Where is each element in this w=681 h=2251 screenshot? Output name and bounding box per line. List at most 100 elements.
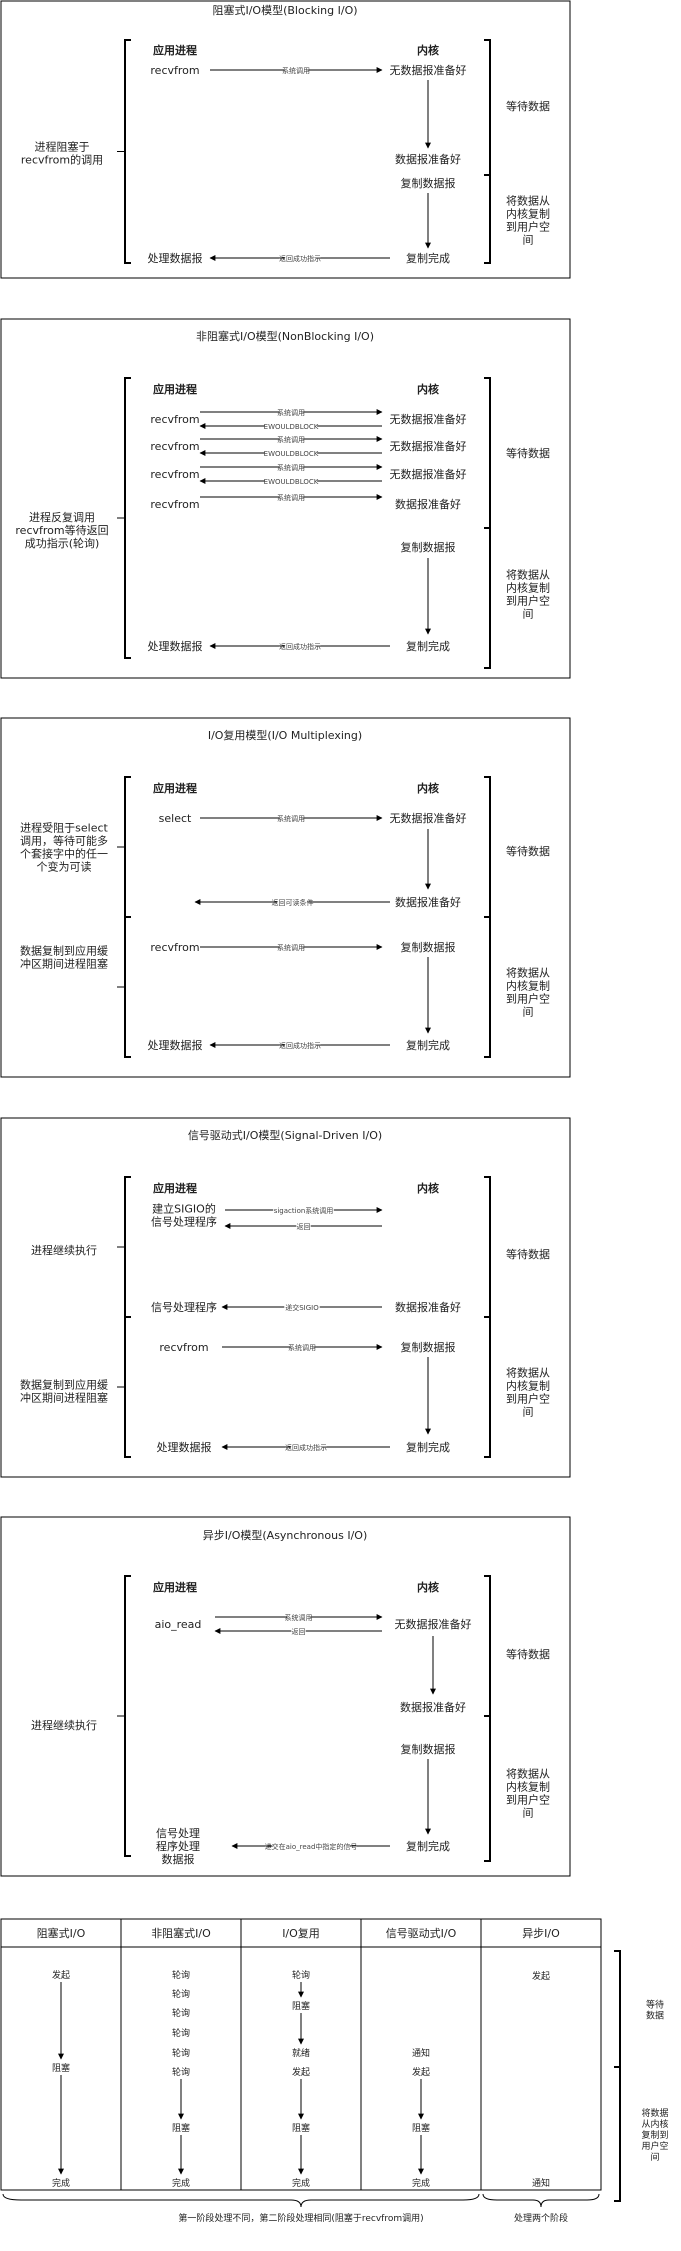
left-bracket-select [124, 776, 131, 918]
comparison-header-2: 非阻塞式I/O [151, 1926, 211, 1940]
app-recvfrom-mux: recvfrom [150, 941, 199, 954]
note-copy-block-signal: 数据复制到应用缓冲区期间进程阻塞 [20, 1378, 108, 1405]
sigaction-call-label-bg [273, 1206, 334, 1214]
kernel-no-data-mux: 无数据报准备好 [390, 811, 467, 825]
app-setup-sigio: 建立SIGIO的信号处理程序 [151, 1202, 217, 1229]
syscall-recvfrom-mux-label: 系统调用 [277, 943, 305, 952]
comparison-header-4: 信号驱动式I/O [386, 1927, 457, 1940]
return-success-signal-label-bg [290, 1443, 322, 1451]
return-success-mux-label-bg [284, 1041, 316, 1049]
col-blocking-item-1: 发起 [52, 1969, 70, 1981]
col-signal-item-1: 通知 [412, 2047, 430, 2059]
footer-brace-left [2, 2193, 480, 2208]
note-copy-to-user-mux: 将数据从内核复制到用户空间 [506, 966, 550, 1019]
kernel-copy-data-nb: 复制数据报 [401, 540, 456, 554]
comparison-note-copy: 将数据从内核复制到用户空间 [641, 2107, 668, 2163]
comparison-header-3: I/O复用 [282, 1926, 320, 1940]
ewouldblock-2-label-bg [264, 449, 318, 457]
kernel-data-ready-async: 数据报准备好 [400, 1700, 466, 1714]
title-async: 异步I/O模型(Asynchronous I/O) [203, 1528, 367, 1542]
right-bracket-wait-signal [484, 1176, 491, 1318]
kernel-copy-data-signal: 复制数据报 [401, 1340, 456, 1354]
left-bracket-nonblocking [124, 377, 131, 659]
left-bracket-continue [124, 1176, 131, 1318]
left-bracket-async [124, 1575, 131, 1857]
app-recvfrom-3: recvfrom [150, 468, 199, 481]
kernel-no-data: 无数据报准备好 [390, 63, 467, 77]
kernel-copy-done-async: 复制完成 [406, 1839, 450, 1853]
col-multiplexing-item-1: 轮询 [292, 1969, 310, 1981]
return-blocking-label: 返回成功指示 [279, 254, 321, 263]
app-recvfrom-4: recvfrom [150, 498, 199, 511]
app-recvfrom-signal: recvfrom [159, 1341, 208, 1354]
note-continue: 进程继续执行 [31, 1243, 97, 1257]
title-nonblocking: 非阻塞式I/O模型(NonBlocking I/O) [196, 329, 374, 343]
note-copy-to-user-async: 将数据从内核复制到用户空间 [506, 1767, 550, 1820]
col-blocking-item-2: 阻塞 [52, 2062, 70, 2074]
comparison-header-1: 阻塞式I/O [37, 1926, 86, 1940]
note-wait-data-async: 等待数据 [506, 1647, 550, 1661]
note-copy-block: 数据复制到应用缓冲区期间进程阻塞 [20, 944, 108, 971]
right-bracket-wait-nb [484, 377, 491, 529]
ewouldblock-3-label: EWOULDBLOCK [264, 478, 319, 486]
note-wait-data: 等待数据 [506, 99, 550, 113]
syscall-blocking-label: 系统调用 [282, 66, 310, 75]
note-wait-data-signal: 等待数据 [506, 1247, 550, 1261]
col-nonblocking-item-5: 轮询 [172, 2047, 190, 2059]
col-nonblocking-item-6: 轮询 [172, 2066, 190, 2078]
app-process-datagram-mux: 处理数据报 [148, 1038, 203, 1052]
app-process-datagram: 处理数据报 [148, 251, 203, 265]
col-nonblocking-item-4: 轮询 [172, 2027, 190, 2039]
left-bracket-blocking [124, 39, 131, 264]
kernel-header-nonblocking: 内核 [417, 382, 439, 396]
footer-brace-right [482, 2193, 600, 2208]
comparison-table [0, 1918, 602, 2191]
app-header-async: 应用进程 [153, 1580, 197, 1594]
syscall-select-label-bg [279, 814, 303, 822]
kernel-state-1: 无数据报准备好 [390, 412, 467, 426]
aio-return-label: 返回 [292, 1628, 306, 1636]
syscall-nb-1-label-bg [279, 408, 303, 416]
sigaction-call-label: sigaction系统调用 [274, 1206, 334, 1215]
app-aio-read: aio_read [155, 1618, 202, 1631]
return-blocking-label-bg [284, 254, 316, 262]
app-header-mux: 应用进程 [153, 781, 197, 795]
kernel-header-blocking: 内核 [417, 43, 439, 57]
kernel-header-mux: 内核 [417, 781, 439, 795]
return-success-signal-label: 返回成功指示 [285, 1443, 327, 1452]
return-readable-label: 返回可读条件 [272, 898, 314, 907]
left-bracket-recvfrom [124, 916, 131, 1058]
ewouldblock-1-label: EWOULDBLOCK [264, 423, 319, 431]
comparison-note-wait: 等待数据 [646, 1999, 664, 2022]
col-multiplexing-item-2: 阻塞 [292, 2000, 310, 2012]
note-copy-to-user-signal: 将数据从内核复制到用户空间 [506, 1366, 550, 1419]
col-nonblocking-item-7: 阻塞 [172, 2122, 190, 2134]
frame-blocking [0, 0, 571, 279]
syscall-select-label: 系统调用 [277, 814, 305, 823]
app-header-nonblocking: 应用进程 [153, 382, 197, 396]
col-nonblocking-item-8: 完成 [172, 2177, 190, 2189]
syscall-nb-1-label: 系统调用 [277, 408, 305, 417]
col-nonblocking-item-3: 轮询 [172, 2007, 190, 2019]
kernel-copy-done: 复制完成 [406, 251, 450, 265]
app-signal-handler: 信号处理程序 [151, 1300, 217, 1314]
kernel-data-ready-signal: 数据报准备好 [395, 1300, 461, 1314]
sigaction-return-label-bg [296, 1222, 311, 1230]
syscall-nb-2-label: 系统调用 [277, 435, 305, 444]
kernel-copy-done-nb: 复制完成 [406, 639, 450, 653]
col-multiplexing-item-6: 完成 [292, 2177, 310, 2189]
return-readable-label-bg [276, 898, 309, 906]
kernel-state-2: 无数据报准备好 [390, 439, 467, 453]
kernel-state-4: 数据报准备好 [395, 497, 461, 511]
note-wait-data-mux: 等待数据 [506, 844, 550, 858]
syscall-nb-3-label-bg [279, 463, 303, 471]
title-signal: 信号驱动式I/O模型(Signal-Driven I/O) [188, 1128, 382, 1142]
kernel-state-3: 无数据报准备好 [390, 467, 467, 481]
left-bracket-copy-block [124, 1316, 131, 1458]
col-multiplexing-item-3: 就绪 [292, 2047, 310, 2059]
col-blocking-item-3: 完成 [52, 2177, 70, 2189]
syscall-nb-4-label-bg [279, 493, 303, 501]
col-async-item-2: 通知 [532, 2177, 550, 2189]
col-signal-item-4: 完成 [412, 2177, 430, 2189]
